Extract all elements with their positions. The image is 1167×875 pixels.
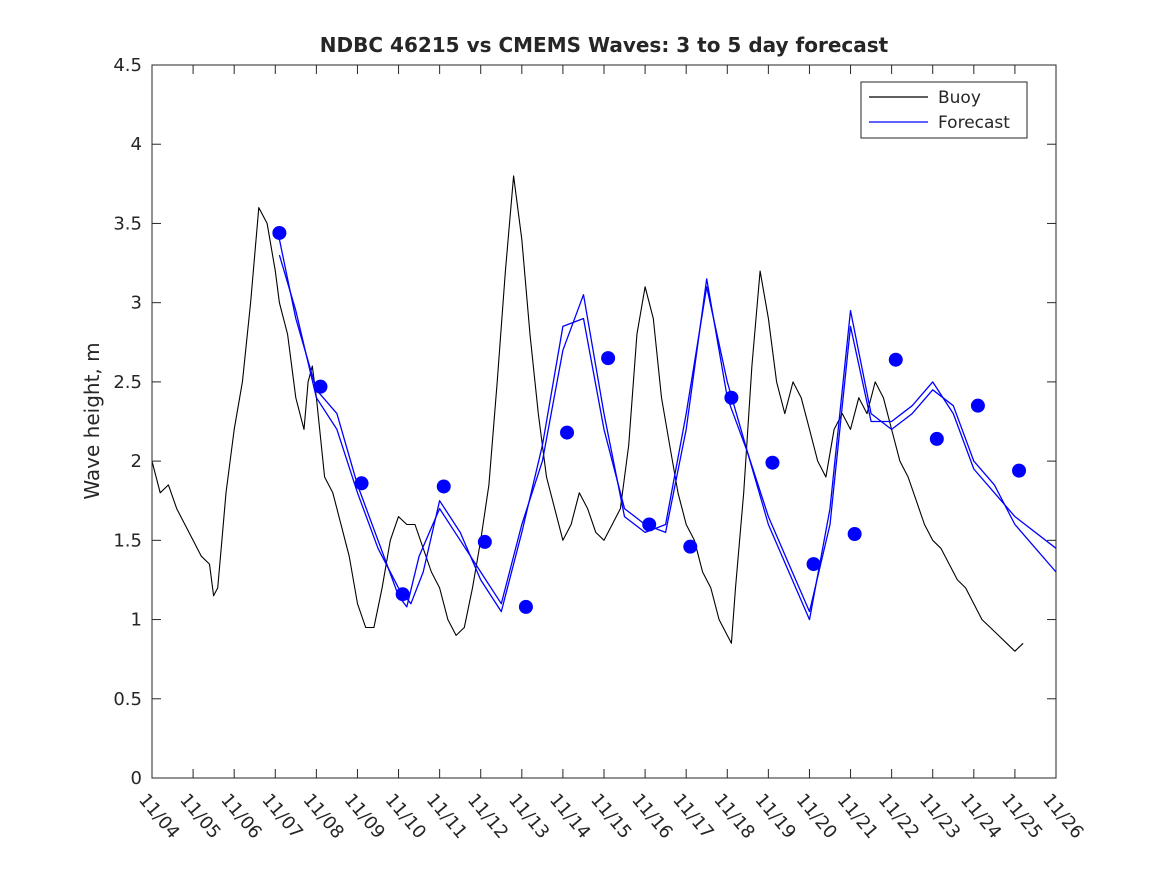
x-tick-label: 11/14 (545, 790, 594, 843)
forecast-marker (560, 425, 575, 440)
x-tick-label: 11/21 (833, 790, 882, 843)
forecast-marker (601, 351, 616, 366)
x-tick-label: 11/18 (709, 790, 758, 843)
forecast-marker (436, 479, 451, 494)
x-tick-label: 11/26 (1038, 790, 1087, 843)
forecast-marker (765, 455, 780, 470)
forecast-marker (354, 476, 369, 491)
x-tick-label: 11/08 (299, 790, 348, 843)
forecast-marker (929, 431, 944, 446)
forecast-marker (1012, 463, 1027, 478)
forecast-marker (970, 398, 985, 413)
y-tick-label: 4 (131, 134, 142, 155)
legend-forecast-label: Forecast (938, 113, 1010, 133)
x-tick-label: 11/11 (422, 790, 471, 843)
x-tick-label: 11/15 (586, 790, 635, 843)
x-tick-label: 11/13 (504, 790, 553, 843)
forecast-marker (847, 526, 862, 541)
legend-box (860, 81, 1028, 139)
forecast-marker (806, 557, 821, 572)
legend: Buoy Forecast (860, 81, 1028, 139)
forecast-marker (724, 390, 739, 405)
x-tick-label: 11/05 (175, 790, 224, 843)
x-tick-label: 11/17 (668, 790, 717, 843)
x-tick-label: 11/19 (751, 790, 800, 843)
forecast-marker (518, 599, 533, 614)
plot-area (152, 65, 1056, 778)
forecast-marker (477, 534, 492, 549)
x-tick-label: 11/24 (956, 790, 1005, 843)
x-tick-label: 11/22 (874, 790, 923, 843)
x-tick-label: 11/04 (134, 790, 183, 843)
forecast-marker (683, 539, 698, 554)
y-tick-label: 1 (131, 610, 142, 631)
y-tick-label: 2.5 (113, 372, 142, 393)
y-tick-label: 2 (131, 451, 142, 472)
x-tick-label: 11/06 (216, 790, 265, 843)
forecast-marker (642, 517, 657, 532)
series-buoy (151, 175, 1024, 652)
y-tick-label: 3.5 (113, 213, 142, 234)
x-tick-label: 11/09 (340, 790, 389, 843)
y-tick-label: 3 (131, 293, 142, 314)
forecast-marker (395, 587, 410, 602)
forecast-marker (313, 379, 328, 394)
y-tick-label: 4.5 (113, 55, 142, 76)
y-axis-label: Wave height, m (80, 342, 104, 499)
forecast-marker (272, 225, 287, 240)
y-tick-label: 0 (131, 768, 142, 789)
forecast-marker (888, 352, 903, 367)
x-tick-label: 11/10 (381, 790, 430, 843)
x-tick-label: 11/20 (792, 790, 841, 843)
forecast-markers (272, 225, 1027, 614)
legend-buoy-label: Buoy (938, 88, 981, 108)
x-tick-label: 11/23 (915, 790, 964, 843)
y-tick-label: 0.5 (113, 689, 142, 710)
x-tick-label: 11/07 (257, 790, 306, 843)
x-tick-label: 11/25 (997, 790, 1046, 843)
chart-title: NDBC 46215 vs CMEMS Waves: 3 to 5 day fo… (320, 33, 889, 57)
x-tick-label: 11/12 (463, 790, 512, 843)
plot-frame (151, 64, 1057, 779)
x-tick-label: 11/16 (627, 790, 676, 843)
y-tick-label: 1.5 (113, 530, 142, 551)
